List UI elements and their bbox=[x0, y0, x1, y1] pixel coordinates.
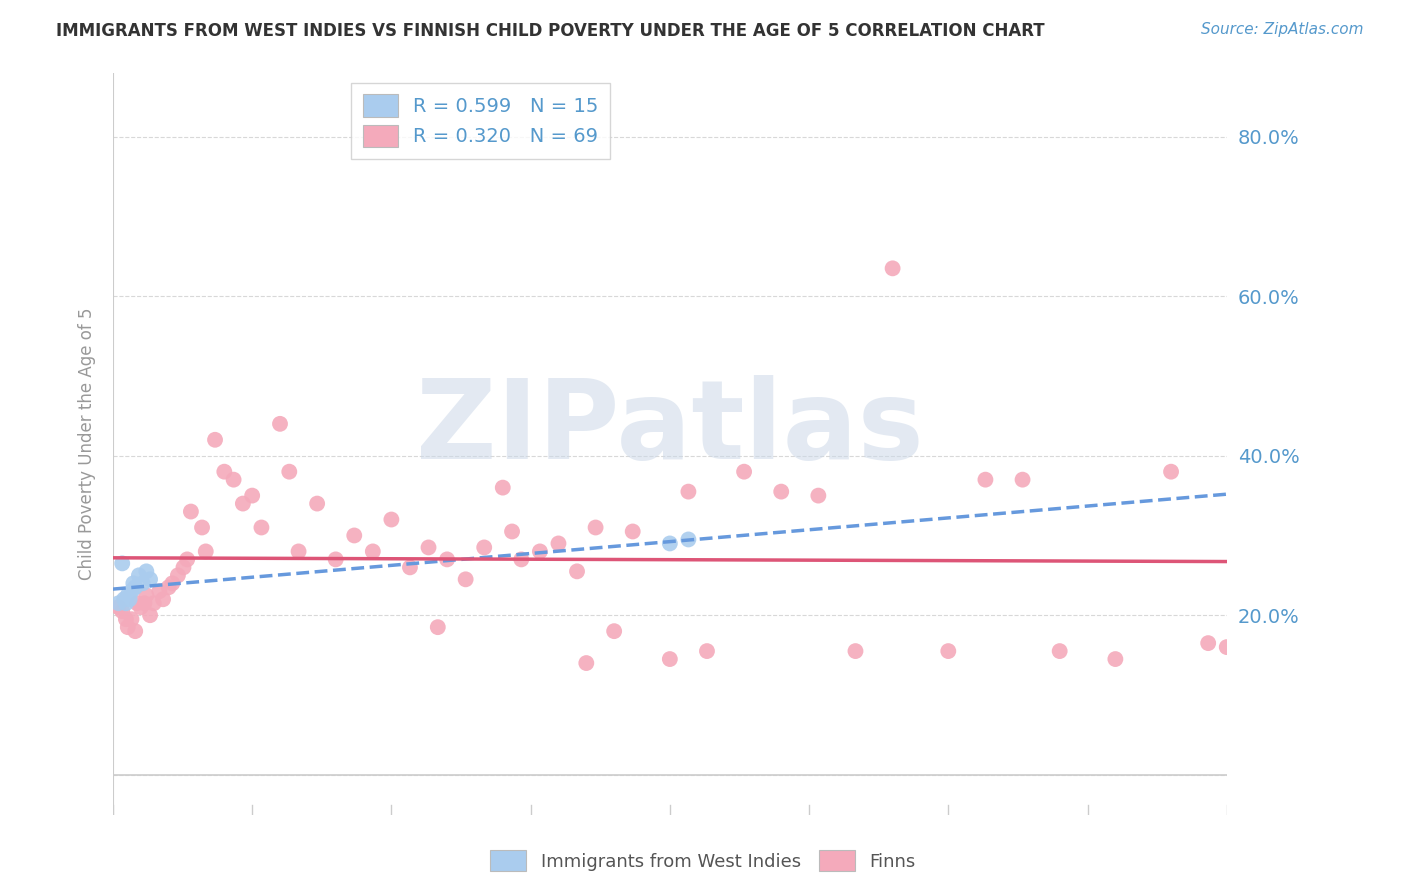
Point bbox=[269, 417, 291, 431]
Point bbox=[658, 652, 681, 666]
Point bbox=[287, 544, 309, 558]
Point bbox=[152, 592, 174, 607]
Point bbox=[936, 644, 959, 658]
Point bbox=[621, 524, 644, 539]
Point bbox=[121, 584, 143, 599]
Point bbox=[575, 656, 598, 670]
Point bbox=[180, 504, 202, 518]
Point bbox=[472, 541, 495, 555]
Point bbox=[107, 596, 129, 610]
Point bbox=[658, 536, 681, 550]
Legend: Immigrants from West Indies, Finns: Immigrants from West Indies, Finns bbox=[484, 843, 922, 879]
Point bbox=[603, 624, 626, 639]
Legend: R = 0.599   N = 15, R = 0.320   N = 69: R = 0.599 N = 15, R = 0.320 N = 69 bbox=[352, 83, 610, 159]
Point bbox=[117, 588, 139, 602]
Point bbox=[139, 572, 162, 586]
Point bbox=[222, 473, 245, 487]
Point bbox=[176, 552, 198, 566]
Point bbox=[361, 544, 384, 558]
Point bbox=[529, 544, 551, 558]
Point bbox=[325, 552, 347, 566]
Text: IMMIGRANTS FROM WEST INDIES VS FINNISH CHILD POVERTY UNDER THE AGE OF 5 CORRELAT: IMMIGRANTS FROM WEST INDIES VS FINNISH C… bbox=[56, 22, 1045, 40]
Point bbox=[124, 580, 146, 594]
Point bbox=[565, 565, 588, 579]
Point bbox=[135, 565, 157, 579]
Point bbox=[115, 612, 138, 626]
Point bbox=[678, 484, 700, 499]
Point bbox=[191, 520, 214, 534]
Point bbox=[128, 568, 150, 582]
Text: Source: ZipAtlas.com: Source: ZipAtlas.com bbox=[1201, 22, 1364, 37]
Point bbox=[380, 512, 402, 526]
Point bbox=[1234, 644, 1257, 658]
Point bbox=[1160, 465, 1182, 479]
Point bbox=[121, 612, 143, 626]
Point bbox=[1049, 644, 1071, 658]
Point bbox=[124, 624, 146, 639]
Point bbox=[399, 560, 422, 574]
Point bbox=[142, 596, 165, 610]
Point bbox=[111, 557, 134, 571]
Point bbox=[547, 536, 569, 550]
Point bbox=[194, 544, 217, 558]
Point bbox=[125, 596, 148, 610]
Point bbox=[240, 489, 263, 503]
Point bbox=[135, 588, 157, 602]
Point bbox=[696, 644, 718, 658]
Point bbox=[1011, 473, 1033, 487]
Point bbox=[492, 481, 515, 495]
Point bbox=[111, 604, 134, 618]
Point bbox=[129, 600, 152, 615]
Point bbox=[678, 533, 700, 547]
Point bbox=[214, 465, 236, 479]
Point bbox=[117, 620, 139, 634]
Point bbox=[134, 596, 156, 610]
Point bbox=[454, 572, 477, 586]
Point bbox=[501, 524, 523, 539]
Point bbox=[418, 541, 440, 555]
Point bbox=[1216, 640, 1239, 654]
Point bbox=[157, 580, 180, 594]
Point bbox=[1104, 652, 1126, 666]
Point bbox=[807, 489, 830, 503]
Point bbox=[112, 592, 135, 607]
Point bbox=[436, 552, 458, 566]
Point bbox=[107, 600, 129, 615]
Point bbox=[510, 552, 533, 566]
Point bbox=[733, 465, 755, 479]
Point bbox=[204, 433, 226, 447]
Point bbox=[770, 484, 793, 499]
Text: ZIPatlas: ZIPatlas bbox=[416, 376, 924, 483]
Point bbox=[278, 465, 301, 479]
Point bbox=[882, 261, 904, 276]
Y-axis label: Child Poverty Under the Age of 5: Child Poverty Under the Age of 5 bbox=[79, 308, 96, 580]
Point bbox=[172, 560, 194, 574]
Point bbox=[232, 497, 254, 511]
Point bbox=[131, 576, 153, 591]
Point bbox=[426, 620, 449, 634]
Point bbox=[115, 596, 138, 610]
Point bbox=[118, 592, 141, 607]
Point bbox=[148, 584, 170, 599]
Point bbox=[307, 497, 329, 511]
Point bbox=[974, 473, 997, 487]
Point bbox=[585, 520, 607, 534]
Point bbox=[122, 576, 145, 591]
Point bbox=[139, 608, 162, 623]
Point bbox=[1197, 636, 1219, 650]
Point bbox=[844, 644, 866, 658]
Point bbox=[343, 528, 366, 542]
Point bbox=[167, 568, 190, 582]
Point bbox=[250, 520, 273, 534]
Point bbox=[162, 576, 184, 591]
